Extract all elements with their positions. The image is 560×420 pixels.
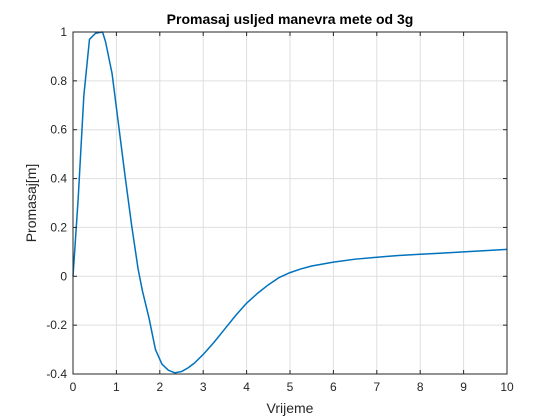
x-tick-labels: 0 1 2 3 4 5 6 7 8 9 10 — [70, 380, 514, 394]
x-tick-label: 5 — [287, 380, 294, 394]
y-tick-label: 0.4 — [50, 172, 67, 186]
y-tick-label: 0.6 — [50, 123, 67, 137]
series-line — [72, 31, 508, 374]
x-tick-label: 10 — [500, 380, 514, 394]
x-tick-label: 6 — [330, 380, 337, 394]
x-tick-label: 0 — [70, 380, 77, 394]
y-tick-label: 1 — [60, 25, 67, 39]
y-tick-label: -0.4 — [46, 367, 67, 381]
x-tick-label: 8 — [417, 380, 424, 394]
x-axis-label: Vrijeme — [267, 400, 314, 416]
x-tick-label: 2 — [156, 380, 163, 394]
y-tick-label: -0.2 — [46, 318, 67, 332]
series-layer — [72, 31, 508, 374]
y-tick-label: 0 — [60, 269, 67, 283]
tick-marks — [72, 31, 508, 375]
chart-title: Promasaj usljed manevra mete od 3g — [167, 11, 414, 27]
y-tick-labels: -0.4 -0.2 0 0.2 0.4 0.6 0.8 1 — [46, 25, 67, 381]
x-tick-label: 3 — [200, 380, 207, 394]
x-tick-label: 1 — [113, 380, 120, 394]
x-tick-label: 7 — [373, 380, 380, 394]
y-tick-label: 0.8 — [50, 74, 67, 88]
x-tick-label: 4 — [243, 380, 250, 394]
y-tick-label: 0.2 — [50, 220, 67, 234]
x-tick-label: 9 — [460, 380, 467, 394]
y-axis-label: Promasaj[m] — [23, 164, 39, 243]
